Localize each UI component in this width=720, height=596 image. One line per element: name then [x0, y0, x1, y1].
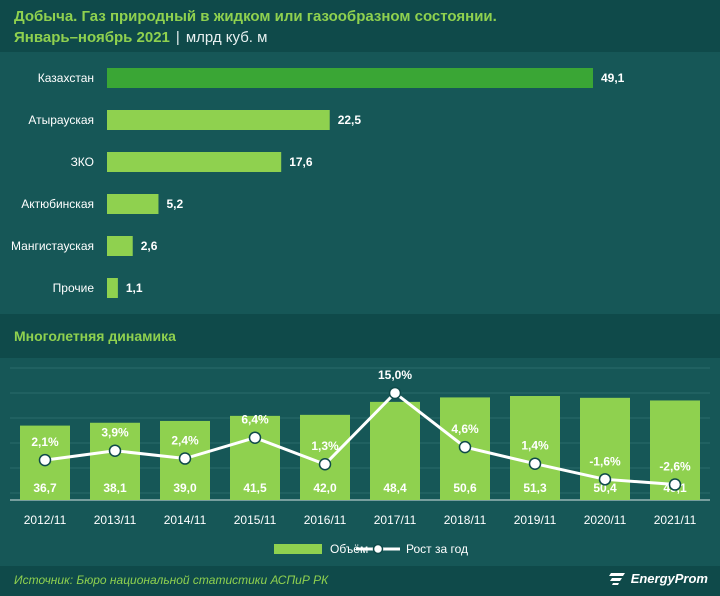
- volume-value-label: 42,0: [313, 481, 337, 495]
- volume-bar: [230, 415, 280, 500]
- source-note: Источник: Бюро национальной статистики А…: [14, 573, 329, 587]
- growth-point: [38, 453, 52, 467]
- x-tick-label: 2014/11: [164, 513, 207, 527]
- region-value-label: 49,1: [601, 71, 625, 85]
- growth-point: [108, 444, 122, 457]
- region-value-label: 1,1: [126, 281, 143, 295]
- growth-value-label: 2,4%: [171, 434, 199, 448]
- volume-value-label: 38,1: [103, 481, 127, 495]
- region-label: Мангистауская: [11, 239, 94, 253]
- volume-value-label: 50,6: [453, 481, 477, 495]
- volume-value-label: 36,7: [33, 481, 57, 495]
- region-bar: [107, 236, 133, 256]
- growth-value-label: 4,6%: [451, 422, 479, 436]
- footer: [0, 566, 720, 596]
- region-label: ЗКО: [71, 155, 94, 169]
- volume-bar: [90, 422, 140, 500]
- chart-title: Добыча. Газ природный в жидком или газоо…: [14, 8, 497, 25]
- growth-point: [388, 386, 402, 400]
- chart-subtitle-row: Январь–ноябрь 2021 | млрд куб. м: [14, 27, 497, 48]
- unit-label: млрд куб. м: [185, 29, 268, 46]
- region-label: Актюбинская: [21, 197, 94, 211]
- growth-point: [528, 457, 542, 470]
- growth-value-label: 3,9%: [101, 426, 129, 440]
- region-bar: [107, 194, 159, 214]
- volume-value-label: 41,5: [243, 481, 267, 495]
- regions-panel: [0, 52, 720, 314]
- legend-volume-label: Объём: [330, 542, 368, 556]
- region-value-label: 22,5: [338, 113, 362, 127]
- region-bar: [107, 110, 330, 130]
- growth-point: [458, 440, 472, 454]
- separator: |: [175, 29, 180, 46]
- chart-subtitle: Январь–ноябрь 2021: [14, 29, 170, 46]
- region-value-label: 17,6: [289, 155, 313, 169]
- x-tick-label: 2021/11: [654, 513, 697, 527]
- growth-value-label: 1,3%: [311, 439, 339, 453]
- logo-text: EnergyProm: [630, 570, 708, 586]
- x-tick-label: 2015/11: [234, 513, 277, 527]
- growth-point: [598, 473, 612, 486]
- x-tick-label: 2017/11: [374, 513, 417, 527]
- region-bar: [107, 68, 593, 88]
- region-value-label: 5,2: [166, 197, 183, 211]
- x-tick-label: 2018/11: [444, 513, 487, 527]
- growth-point: [668, 478, 682, 491]
- legend-growth-label: Рост за год: [406, 542, 468, 556]
- growth-value-label: -2,6%: [659, 460, 691, 474]
- growth-point: [248, 431, 262, 444]
- growth-line: [44, 390, 676, 487]
- x-tick-label: 2013/11: [94, 513, 137, 527]
- volume-value-label: 51,3: [523, 481, 547, 495]
- region-bar: [107, 152, 282, 172]
- volume-value-label: 39,0: [173, 481, 197, 495]
- x-tick-label: 2012/11: [24, 513, 67, 527]
- volume-value-label: 50,4: [593, 481, 617, 495]
- volume-value-label: 48,4: [383, 481, 407, 495]
- volume-bar: [370, 401, 420, 500]
- growth-point: [178, 452, 192, 465]
- legend-volume-swatch: [274, 544, 322, 554]
- energyprom-logo: EnergyProm: [608, 570, 708, 586]
- x-tick-label: 2016/11: [304, 513, 347, 527]
- region-value-label: 2,6: [141, 239, 158, 253]
- section-title: Многолетняя динамика: [14, 328, 176, 344]
- title-block: Добыча. Газ природный в жидком или газоо…: [14, 6, 497, 48]
- growth-value-label: 1,4%: [521, 439, 549, 453]
- growth-value-label: -1,6%: [589, 454, 621, 468]
- growth-value-label: 2,1%: [31, 435, 59, 449]
- legend-growth-marker: [372, 543, 384, 555]
- growth-point: [318, 457, 332, 471]
- region-bar: [107, 278, 118, 298]
- x-tick-label: 2019/11: [514, 513, 557, 527]
- volume-bar: [510, 396, 560, 500]
- x-tick-label: 2020/11: [584, 513, 627, 527]
- logo-icon: [608, 573, 625, 585]
- growth-value-label: 15,0%: [378, 368, 412, 382]
- region-label: Казахстан: [38, 71, 94, 85]
- region-label: Атырауская: [28, 113, 94, 127]
- growth-value-label: 6,4%: [241, 413, 269, 427]
- region-label: Прочие: [53, 281, 95, 295]
